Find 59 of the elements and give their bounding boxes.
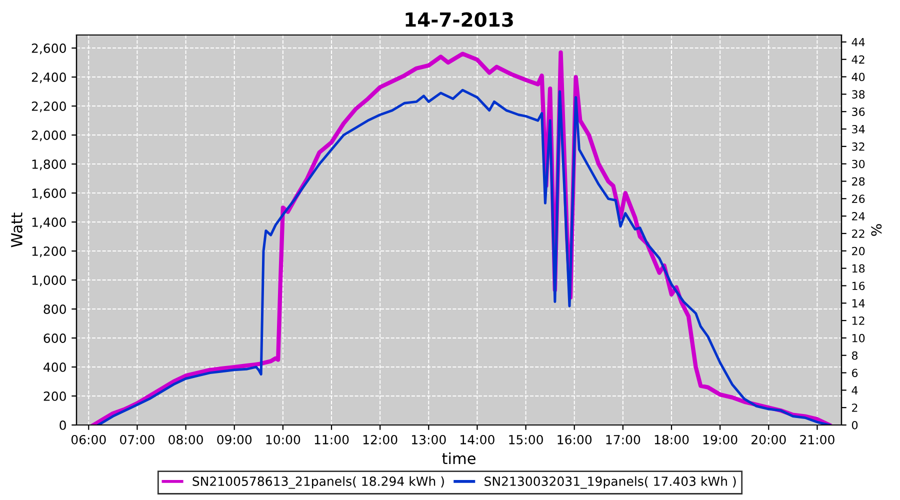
- y2-tick-label: 36: [852, 108, 865, 116]
- y-tick-label: 1,600: [32, 188, 66, 200]
- y2-tick-label: 8: [852, 351, 858, 360]
- y-tick-label: 0: [60, 420, 66, 430]
- y2-tick-label: 0: [852, 420, 858, 430]
- y2-tick-label: 38: [852, 90, 865, 99]
- y-tick-label: 2,200: [32, 102, 66, 112]
- y-tick-label: 200: [44, 391, 66, 401]
- y2-axis-title: %: [871, 224, 882, 236]
- x-tick-label: 18:00: [654, 434, 689, 444]
- x-tick-label: 21:00: [800, 434, 834, 444]
- y-tick-label: 800: [44, 304, 66, 314]
- y2-tick-label: 42: [852, 55, 864, 64]
- y2-tick-label: 26: [852, 194, 865, 204]
- x-axis-title: time: [442, 452, 476, 464]
- y2-tick-label: 14: [852, 299, 865, 308]
- y2-tick-label: 16: [852, 282, 865, 290]
- x-tick-label: 09:00: [217, 434, 252, 444]
- x-tick-label: 19:00: [703, 434, 738, 444]
- y2-tick-label: 18: [852, 264, 865, 273]
- y-tick-label: 1,400: [32, 218, 66, 228]
- x-tick-label: 14:00: [460, 434, 494, 444]
- y-tick-label: 1,000: [32, 275, 66, 286]
- y2-tick-label: 4: [852, 386, 858, 394]
- y2-tick-label: 6: [852, 368, 858, 378]
- y2-tick-label: 10: [852, 334, 865, 342]
- y2-tick-label: 12: [852, 316, 864, 325]
- y2-tick-label: 24: [852, 212, 865, 220]
- x-tick-label: 07:00: [120, 434, 154, 444]
- y2-tick-label: 28: [852, 177, 865, 186]
- x-tick-label: 06:00: [71, 434, 106, 444]
- legend-label: SN2130032031_19panels( 17.403 kWh ): [484, 476, 736, 489]
- y2-tick-label: 34: [852, 124, 865, 134]
- y-tick-label: 2,400: [32, 72, 66, 84]
- y-tick-label: 400: [44, 362, 66, 372]
- x-tick-label: 13:00: [412, 434, 446, 444]
- x-tick-label: 08:00: [168, 434, 203, 444]
- x-tick-label: 12:00: [363, 434, 398, 444]
- y2-tick-label: 32: [852, 142, 864, 151]
- y-tick-label: 1,200: [32, 246, 66, 258]
- y-axis-title: Watt: [11, 212, 22, 248]
- y-tick-label: 1,800: [32, 160, 66, 170]
- y2-tick-label: 20: [852, 246, 865, 256]
- y2-tick-label: 44: [852, 38, 865, 46]
- x-tick-label: 11:00: [314, 434, 349, 444]
- x-tick-label: 20:00: [752, 434, 786, 444]
- x-tick-label: 15:00: [509, 434, 543, 444]
- y-tick-label: 2,600: [32, 44, 66, 54]
- y-tick-label: 2,000: [32, 130, 66, 142]
- x-tick-label: 16:00: [558, 434, 592, 444]
- y2-tick-label: 40: [852, 72, 865, 82]
- y-tick-label: 600: [44, 333, 66, 343]
- legend-label: SN2100578613_21panels( 18.294 kWh ): [192, 476, 444, 489]
- y2-tick-label: 22: [852, 229, 864, 238]
- y2-tick-label: 2: [852, 404, 858, 412]
- x-tick-label: 10:00: [266, 434, 300, 444]
- x-tick-label: 17:00: [606, 434, 640, 444]
- y2-tick-label: 30: [852, 160, 865, 168]
- chart-title: 14-7-2013: [406, 12, 513, 27]
